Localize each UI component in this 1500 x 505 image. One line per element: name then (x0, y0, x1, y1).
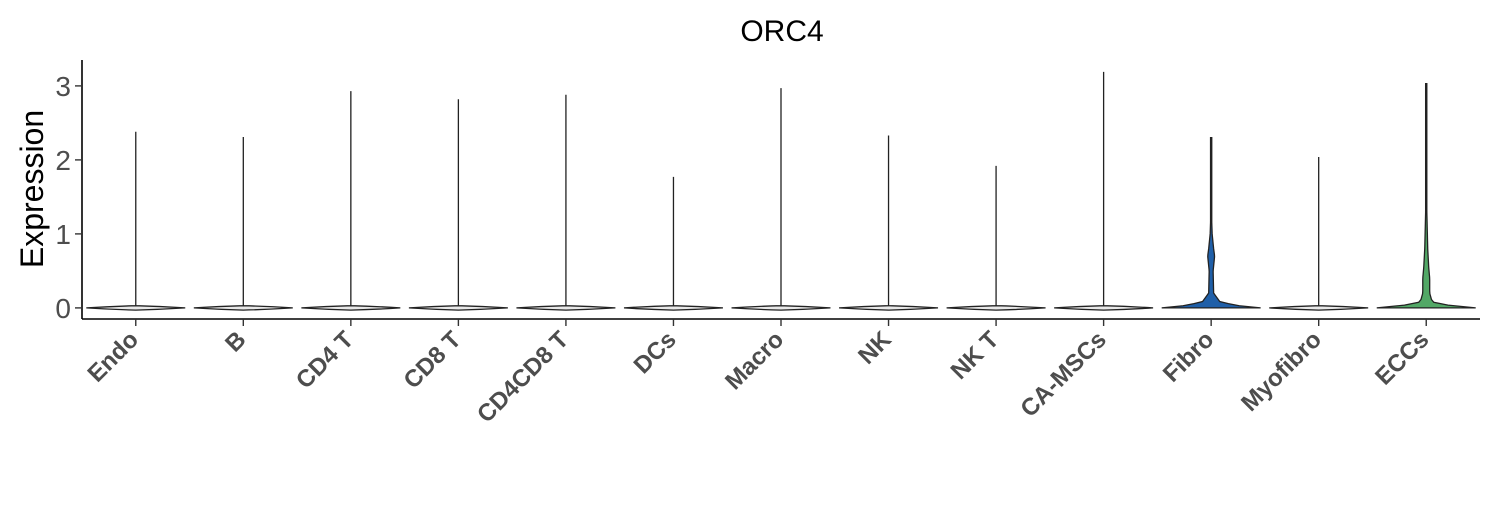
x-tick-label: ECCs (1370, 326, 1434, 390)
violin-macro (731, 88, 831, 311)
y-tick-label: 1 (55, 219, 71, 250)
y-axis-label: Expression (14, 110, 50, 268)
x-tick-label: Myofibro (1236, 326, 1327, 417)
violin-endo (86, 131, 186, 311)
x-tick-label: NK T (946, 326, 1005, 385)
x-tick-label: CD4 T (291, 326, 359, 394)
violin-cd4cd8-t (516, 94, 616, 311)
x-tick-label: CA-MSCs (1015, 326, 1111, 422)
violin-eccs (1376, 83, 1476, 309)
x-tick-label: DCs (629, 326, 682, 379)
x-tick-label: B (220, 326, 251, 357)
y-tick-label: 0 (55, 293, 71, 324)
violin-b (193, 136, 293, 311)
violin-nk-t (946, 165, 1046, 311)
y-tick-label: 2 (55, 145, 71, 176)
x-tick-label: CD8 T (399, 326, 467, 394)
x-tick-label: Macro (720, 326, 789, 395)
chart-title: ORC4 (740, 15, 823, 48)
x-tick-label: NK (853, 326, 897, 370)
x-tick-label: Endo (82, 326, 144, 388)
x-tick-label: CD4CD8 T (472, 326, 574, 428)
x-tick-label: Fibro (1158, 326, 1220, 388)
violin-ca-mscs (1054, 71, 1154, 311)
violin-cd8-t (408, 99, 508, 311)
violin-cd4-t (301, 91, 401, 311)
plot-area: 0 1 2 3 Endo B CD4 T CD8 T CD4CD8 T DCs Macro NK NK … (55, 60, 1480, 428)
violin-nk (839, 135, 939, 311)
violin-myofibro (1269, 156, 1369, 311)
violin-fibro (1161, 137, 1261, 309)
y-tick-label: 3 (55, 71, 71, 102)
violin-dcs (623, 176, 723, 311)
